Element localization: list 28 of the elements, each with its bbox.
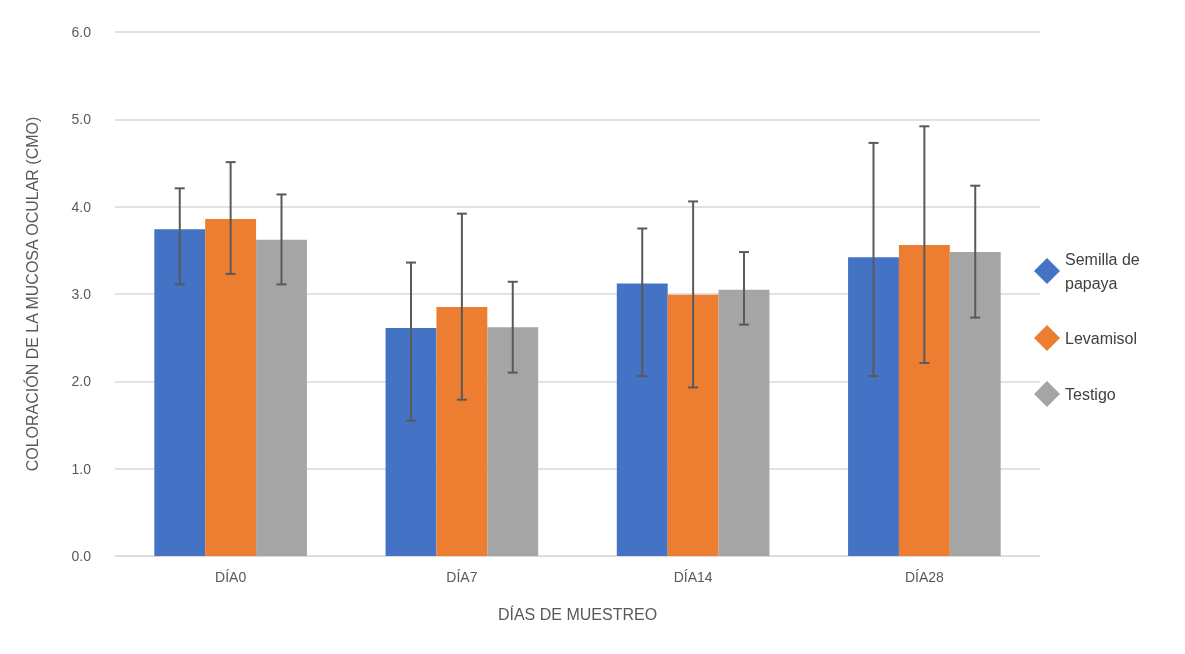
bar [848, 257, 899, 556]
x-tick-label: DÍA28 [904, 569, 945, 585]
bar [667, 294, 719, 556]
y-tick-label: 2.0 [71, 373, 92, 390]
bar [949, 252, 1001, 556]
y-tick-label: 5.0 [71, 111, 92, 128]
bar [385, 328, 437, 556]
bar [205, 218, 257, 556]
bar [256, 239, 307, 556]
x-axis-title: DÍAS DE MUESTREO [497, 604, 658, 623]
y-tick-label: 0.0 [71, 548, 92, 564]
x-tick-label: DÍA0 [215, 569, 247, 585]
y-tick-label: 6.0 [71, 24, 92, 40]
legend-label: Levamisol [1065, 329, 1138, 347]
y-tick-label: 3.0 [71, 286, 92, 302]
bar [487, 327, 539, 556]
y-axis-title: COLORACIÓN DE LA MUCOSA OCULAR (CMO) [22, 116, 41, 472]
bar [718, 289, 770, 556]
legend-label: Testigo [1065, 385, 1116, 403]
y-tick-label: 1.0 [71, 460, 92, 477]
legend-label: Semilla de papaya [1065, 250, 1145, 292]
x-tick-label: DÍA14 [673, 569, 713, 585]
bar [154, 229, 206, 556]
bar [898, 245, 950, 556]
bar [436, 307, 488, 556]
bar [616, 283, 668, 556]
y-tick-label: 4.0 [71, 198, 92, 215]
x-tick-label: DÍA7 [446, 569, 478, 585]
